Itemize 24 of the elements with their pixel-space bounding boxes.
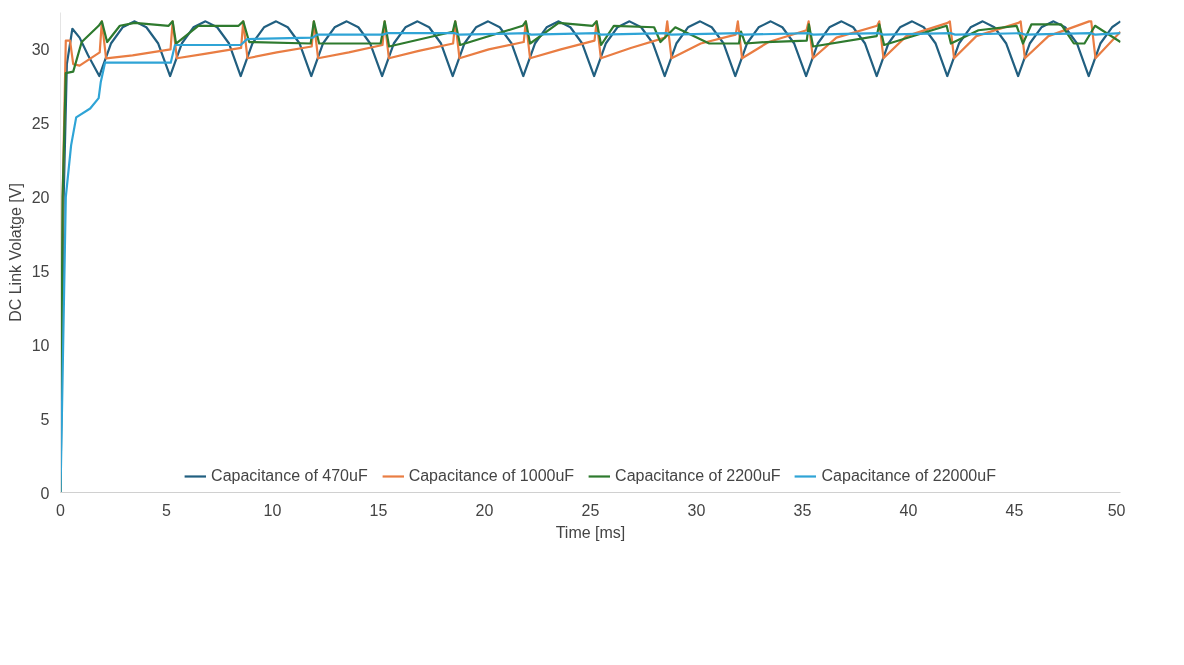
- x-tick-label: 0: [56, 501, 66, 519]
- legend-label: Capacitance of 22000uF: [821, 467, 996, 485]
- y-tick-label: 0: [40, 484, 50, 502]
- x-tick-label: 25: [581, 501, 600, 519]
- y-tick-label: 5: [40, 410, 50, 428]
- x-tick-label: 5: [162, 501, 172, 519]
- x-tick-label: 20: [475, 501, 494, 519]
- y-tick-label: 30: [31, 41, 50, 59]
- y-tick-label: 10: [31, 336, 50, 354]
- x-axis-title: Time [ms]: [555, 523, 626, 541]
- legend-label: Capacitance of 1000uF: [408, 467, 575, 485]
- x-tick-label: 15: [369, 501, 388, 519]
- x-tick-label: 30: [687, 501, 706, 519]
- x-tick-label: 10: [263, 501, 282, 519]
- y-tick-label: 25: [31, 115, 50, 133]
- y-tick-label: 15: [31, 262, 50, 280]
- legend-label: Capacitance of 2200uF: [615, 467, 781, 485]
- legend-label: Capacitance of 470uF: [211, 467, 368, 485]
- x-tick-label: 40: [899, 501, 918, 519]
- x-tick-label: 35: [793, 501, 812, 519]
- y-tick-label: 20: [31, 189, 50, 207]
- x-tick-label: 50: [1107, 501, 1126, 519]
- y-axis-title: DC Link Volatge [V]: [6, 183, 24, 322]
- x-tick-label: 45: [1005, 501, 1024, 519]
